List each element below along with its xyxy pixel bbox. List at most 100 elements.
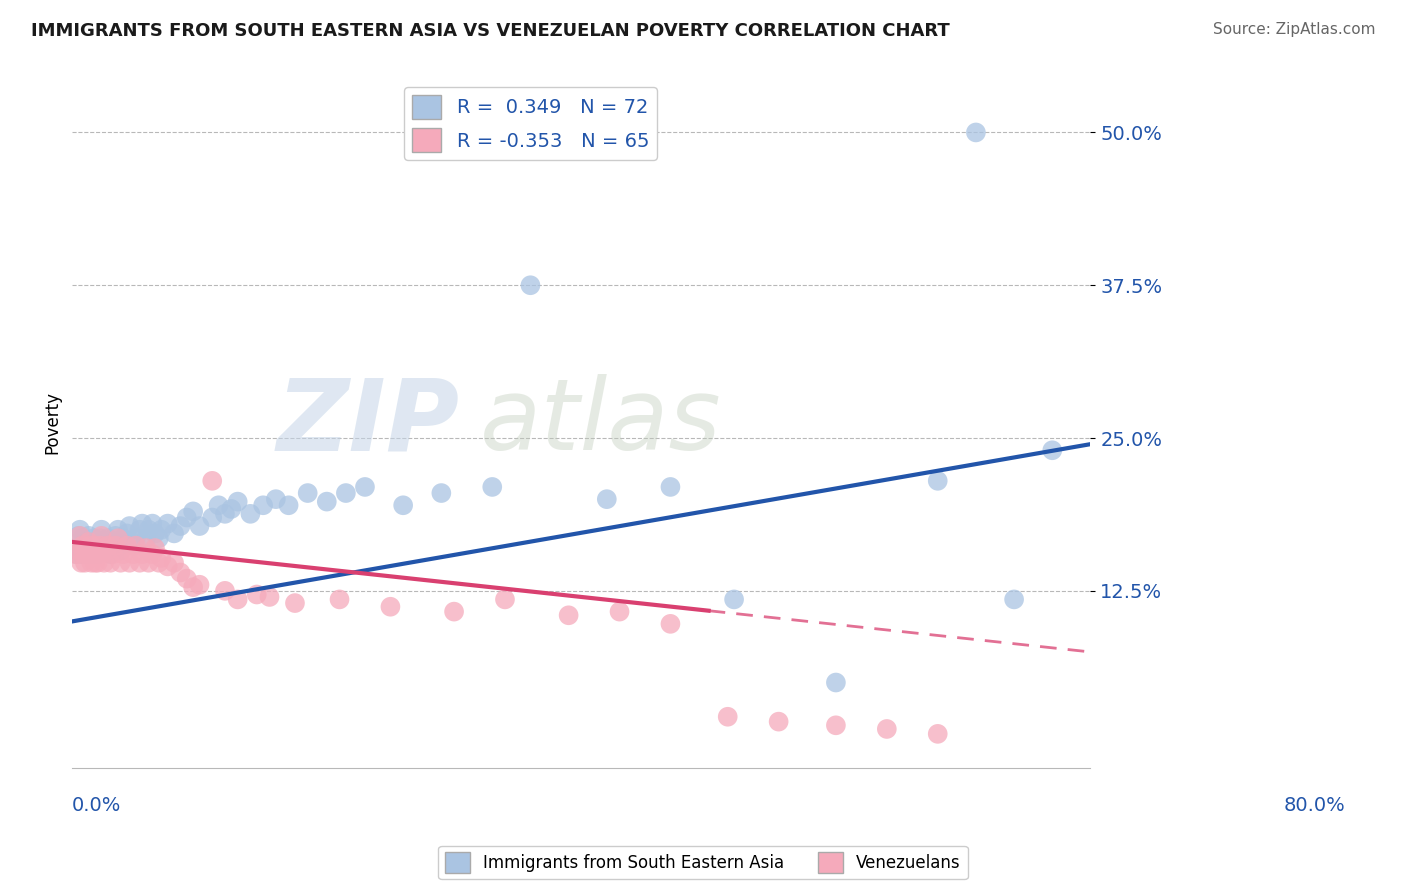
Point (70, 547, 93, 561)
Point (72, 539, 94, 553)
Point (86, 547, 108, 561)
Point (141, 516, 163, 531)
Point (284, 596, 307, 610)
Point (77, 535, 100, 549)
Text: 0.0%: 0.0% (72, 796, 121, 814)
Point (328, 592, 350, 607)
Point (86, 543, 108, 558)
Point (768, 714, 790, 729)
Point (723, 592, 745, 607)
Point (188, 578, 211, 592)
Point (188, 519, 211, 533)
Point (226, 494, 249, 508)
Point (181, 504, 204, 518)
Point (87, 539, 110, 553)
Point (239, 507, 262, 521)
Point (226, 592, 249, 607)
Point (135, 531, 157, 545)
Point (135, 541, 157, 555)
Point (90, 523, 112, 537)
Point (87, 547, 110, 561)
Point (430, 486, 453, 500)
Point (122, 539, 145, 553)
Point (104, 529, 127, 543)
Point (128, 556, 150, 570)
Legend: R =  0.349   N = 72, R = -0.353   N = 65: R = 0.349 N = 72, R = -0.353 N = 65 (404, 87, 657, 160)
Point (380, 599, 402, 614)
Point (80, 556, 103, 570)
Point (69, 529, 91, 543)
Point (148, 556, 170, 570)
Point (79, 535, 101, 549)
Point (80, 547, 103, 561)
Point (277, 498, 299, 512)
Point (138, 523, 160, 537)
Point (79, 539, 101, 553)
Point (73, 541, 96, 555)
Point (110, 543, 132, 558)
Text: atlas: atlas (479, 375, 721, 471)
Point (354, 480, 377, 494)
Point (70, 556, 93, 570)
Point (207, 498, 229, 512)
Point (176, 572, 198, 586)
Point (86, 556, 108, 570)
Y-axis label: Poverty: Poverty (44, 392, 60, 454)
Point (75, 543, 97, 558)
Point (100, 547, 122, 561)
Point (315, 494, 337, 508)
Point (104, 539, 127, 553)
Point (97, 539, 120, 553)
Point (83, 539, 105, 553)
Point (96, 543, 118, 558)
Point (927, 727, 949, 741)
Point (100, 556, 122, 570)
Point (825, 675, 848, 690)
Point (89, 539, 111, 553)
Point (252, 498, 274, 512)
Point (392, 498, 415, 512)
Point (443, 605, 465, 619)
Point (876, 722, 898, 736)
Point (101, 547, 124, 561)
Point (1002, 592, 1025, 607)
Point (82, 539, 104, 553)
Point (107, 531, 129, 545)
Point (125, 539, 148, 553)
Point (335, 486, 357, 500)
Text: ZIP: ZIP (276, 375, 460, 471)
Point (163, 526, 186, 541)
Point (115, 526, 138, 541)
Point (76, 547, 98, 561)
Point (141, 547, 163, 561)
Point (96, 535, 118, 549)
Point (659, 616, 682, 631)
Point (143, 541, 166, 555)
Point (156, 516, 179, 531)
Point (72, 531, 94, 545)
Point (131, 516, 153, 531)
Point (176, 510, 198, 524)
Point (90, 529, 112, 543)
Point (150, 550, 173, 565)
Point (97, 531, 120, 545)
Point (82, 547, 104, 561)
Point (83, 531, 105, 545)
Point (118, 556, 141, 570)
Point (73, 547, 96, 561)
Point (89, 531, 111, 545)
Point (77, 529, 100, 543)
Point (69, 523, 91, 537)
Point (659, 480, 682, 494)
Point (93, 556, 115, 570)
Point (169, 519, 191, 533)
Text: Source: ZipAtlas.com: Source: ZipAtlas.com (1212, 22, 1375, 37)
Point (93, 541, 115, 555)
Point (481, 480, 503, 494)
Point (965, 125, 987, 139)
Point (927, 474, 949, 488)
Point (494, 592, 516, 607)
Point (221, 502, 243, 516)
Point (825, 718, 848, 732)
Point (101, 539, 124, 553)
